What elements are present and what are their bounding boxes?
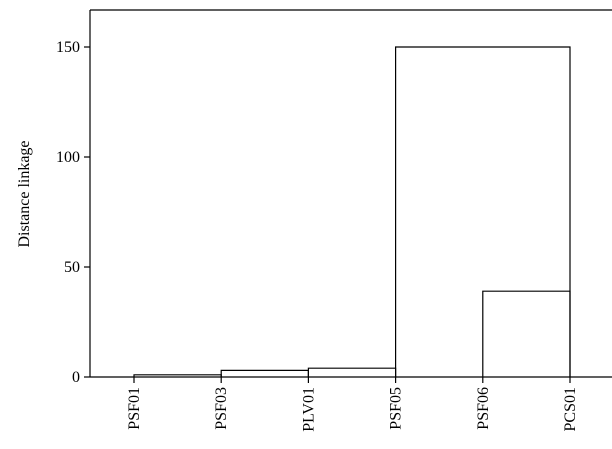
y-tick-label: 100 — [56, 149, 80, 166]
y-tick-label: 0 — [72, 369, 80, 386]
link-plv01-psf05 — [307, 367, 397, 377]
leaf-label-plv01: PLV01 — [300, 387, 317, 432]
y-axis-ticks: 0 50 100 150 — [56, 39, 90, 386]
dendrogram-links — [133, 46, 571, 377]
y-tick-label: 150 — [56, 39, 80, 56]
plot-axes — [89, 9, 612, 378]
leaf-label-psf03: PSF03 — [213, 387, 230, 430]
link-psf03-plv01 — [220, 369, 309, 377]
link-psf06-pcs01 — [482, 290, 571, 377]
x-axis-ticks: PSF01 PSF03 PLV01 PSF05 PSF06 PCS01 — [126, 377, 579, 432]
y-tick-label: 50 — [64, 259, 80, 276]
leaf-label-psf06: PSF06 — [475, 387, 492, 430]
leaf-label-psf05: PSF05 — [388, 387, 405, 430]
link-psf05-pcs01 — [395, 46, 571, 377]
leaf-label-psf01: PSF01 — [126, 387, 143, 430]
leaf-label-pcs01: PCS01 — [562, 387, 579, 431]
y-axis-title: Distance linkage — [16, 140, 33, 247]
